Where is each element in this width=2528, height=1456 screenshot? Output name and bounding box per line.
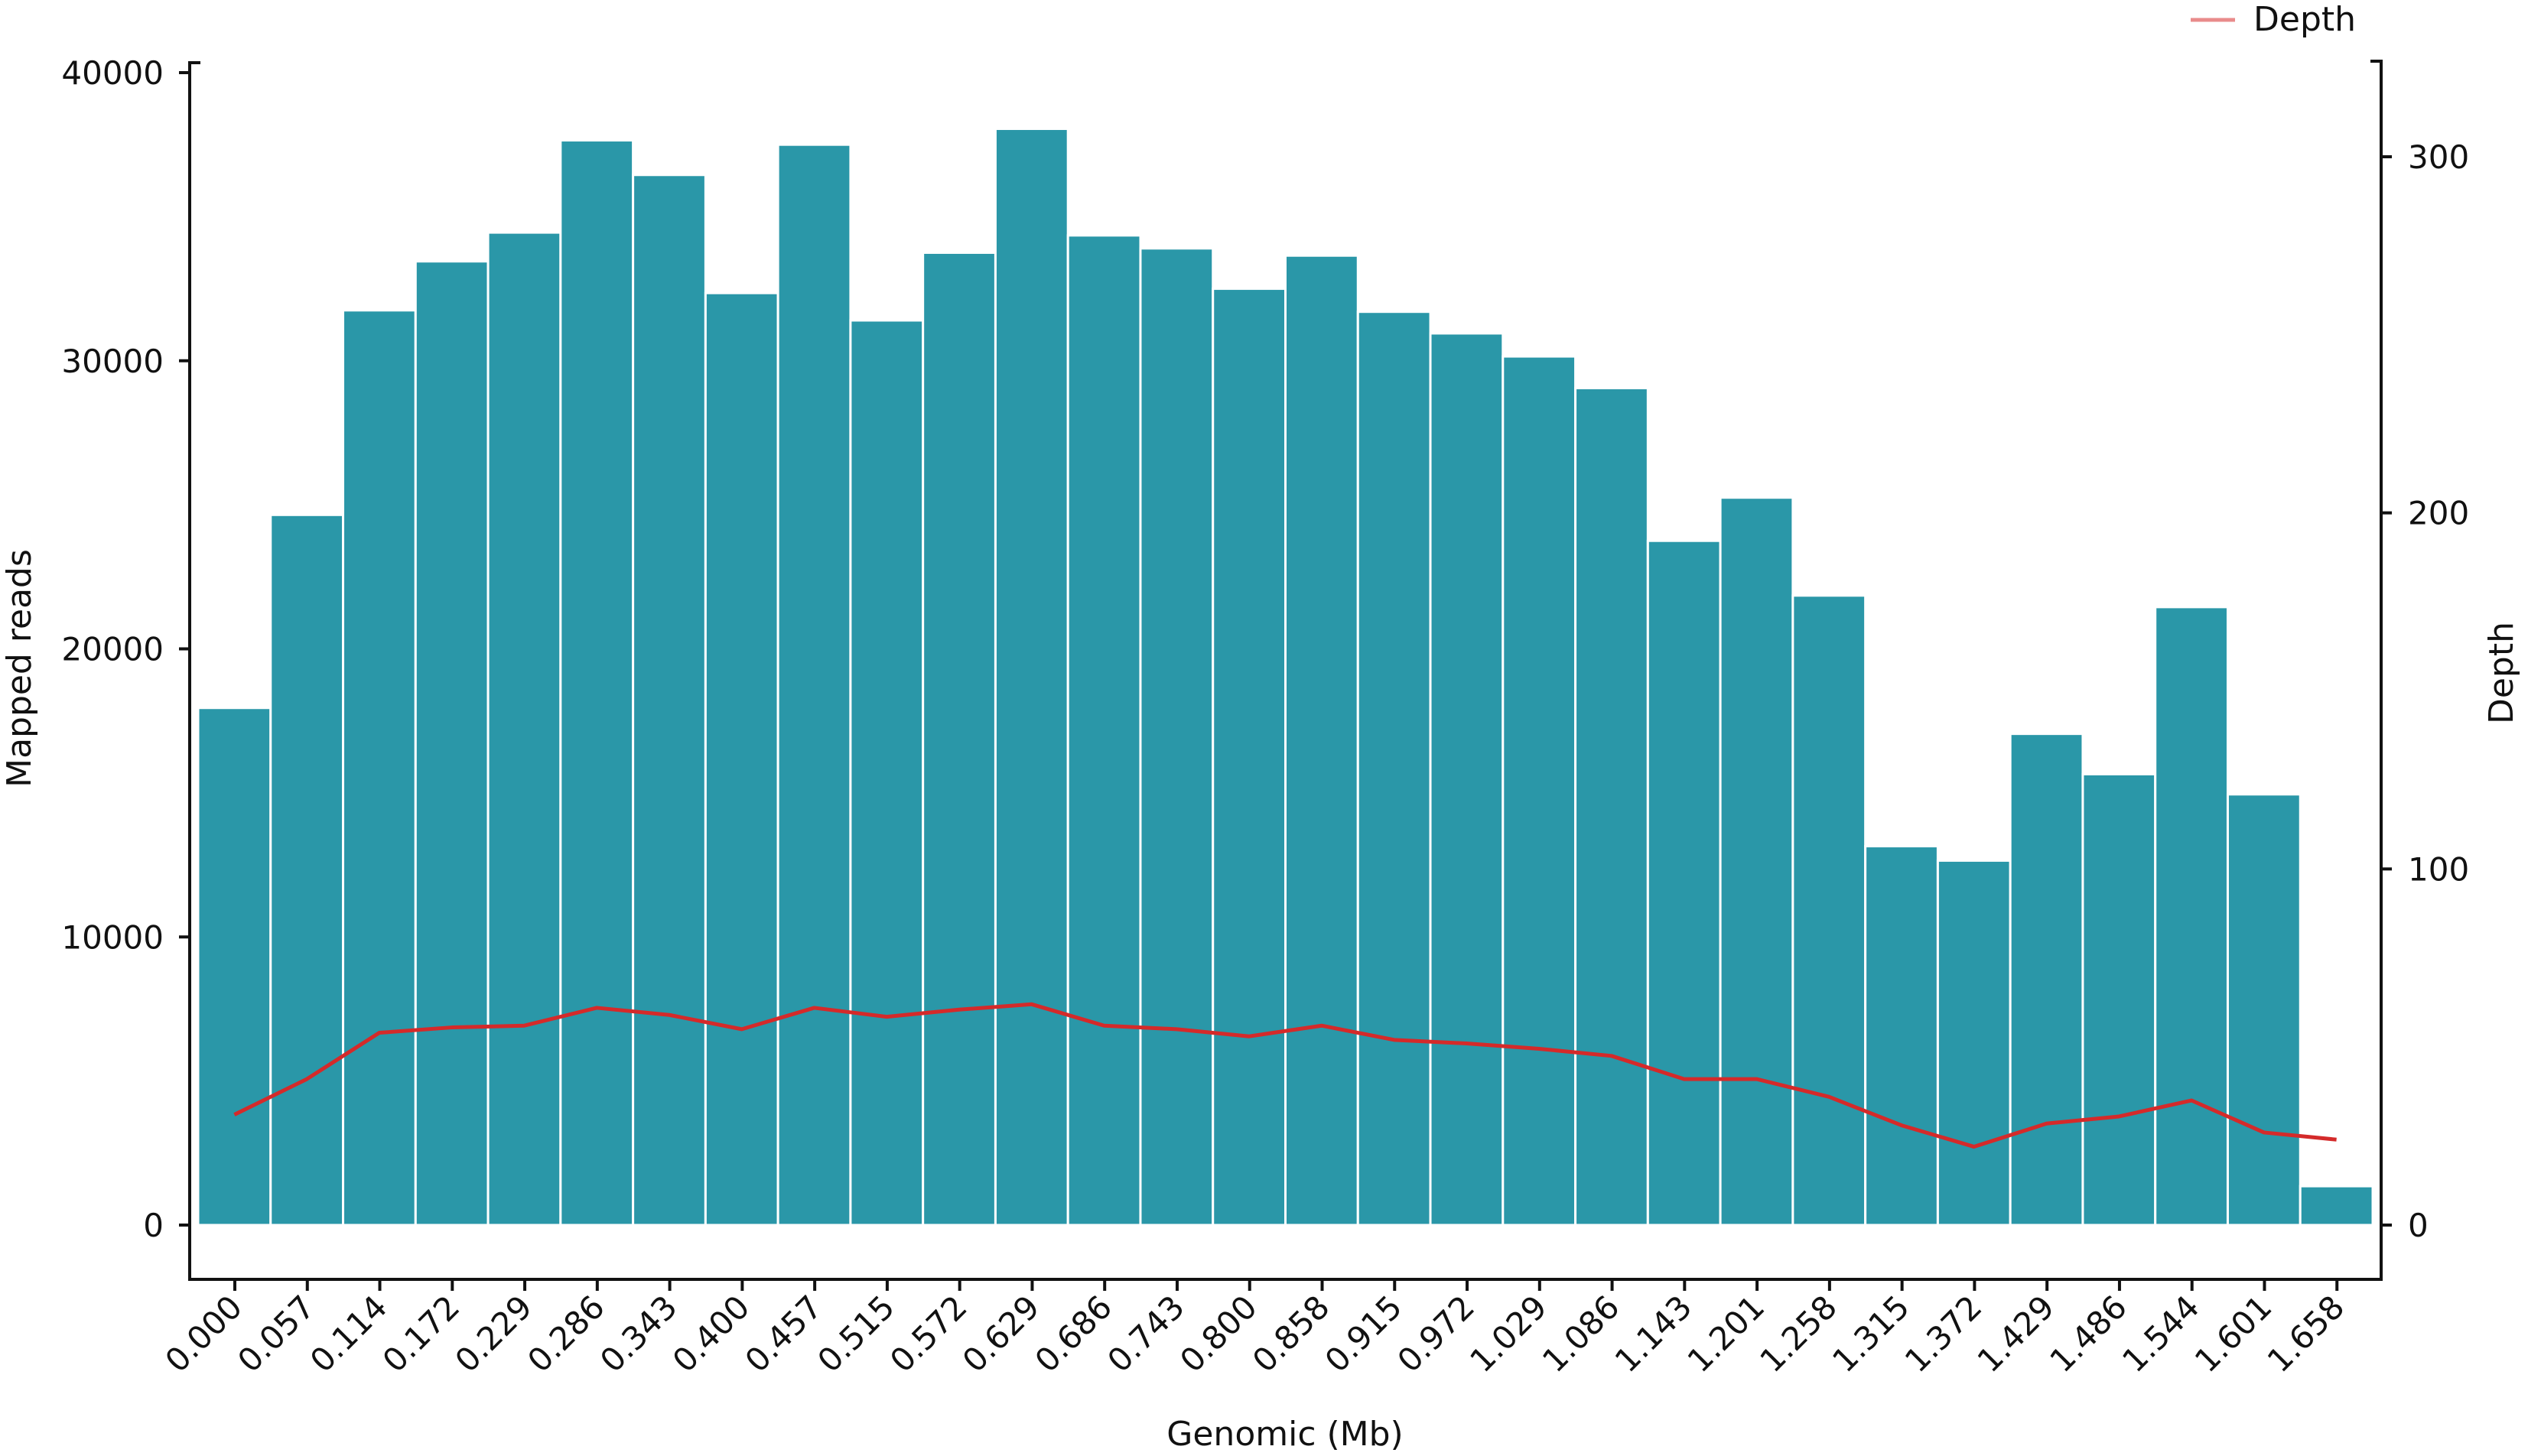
x-tick-label-23: 1.315	[1825, 1288, 1917, 1380]
bar-5	[559, 139, 635, 1227]
x-tick-label-6: 0.343	[593, 1288, 685, 1380]
depth-line-layer	[233, 1002, 2337, 1149]
x-tick-label-18: 1.029	[1462, 1288, 1554, 1380]
x-tick-label-9: 0.515	[810, 1288, 902, 1380]
bar-19	[1574, 387, 1649, 1227]
x-tick-label-19: 1.086	[1535, 1288, 1627, 1380]
bar-24	[1936, 859, 2012, 1227]
bar-3	[414, 260, 490, 1227]
x-tick-label-17: 0.972	[1390, 1288, 1482, 1380]
x-tick-label-26: 1.486	[2042, 1288, 2134, 1380]
bar-17	[1429, 332, 1505, 1227]
x-tick-label-27: 1.544	[2115, 1288, 2207, 1380]
x-tick-label-20: 1.143	[1608, 1288, 1700, 1380]
x-tick-label-5: 0.286	[520, 1288, 612, 1380]
y-tick-label-2: 20000	[61, 631, 164, 668]
bar-10	[922, 251, 997, 1227]
legend: Depth	[2191, 0, 2356, 39]
right-y-axis	[2370, 60, 2383, 1281]
x-tick-label-13: 0.743	[1100, 1288, 1192, 1380]
x-tick-label-28: 1.601	[2188, 1288, 2279, 1380]
bar-27	[2154, 606, 2229, 1227]
bar-0	[197, 707, 272, 1227]
bar-8	[776, 143, 852, 1227]
bar-15	[1284, 254, 1359, 1227]
x-tick-label-15: 0.858	[1245, 1288, 1337, 1380]
bar-1	[269, 513, 345, 1227]
bar-25	[2009, 733, 2084, 1227]
x-tick-label-16: 0.915	[1318, 1288, 1410, 1380]
bar-12	[1066, 234, 1142, 1227]
bar-21	[1719, 496, 1794, 1227]
x-tick-label-8: 0.457	[738, 1288, 830, 1380]
x-tick-label-4: 0.229	[447, 1288, 539, 1380]
x-tick-label-22: 1.258	[1752, 1288, 1844, 1380]
y2-tick-label-3: 300	[2408, 138, 2469, 176]
right-y-ticks: 0 100 200 300	[2381, 138, 2469, 1244]
x-tick-label-2: 0.114	[303, 1288, 395, 1380]
y-tick-label-1: 10000	[61, 918, 164, 956]
depth-line	[233, 1002, 2337, 1149]
bar-14	[1212, 288, 1287, 1227]
x-tick-label-3: 0.172	[376, 1288, 467, 1380]
bar-9	[849, 319, 925, 1227]
x-axis-title: Genomic (Mb)	[1166, 1415, 1403, 1454]
axes	[188, 60, 2383, 1281]
bar-20	[1646, 539, 1722, 1227]
bar-13	[1139, 247, 1215, 1227]
y2-axis-title: Depth	[2482, 622, 2521, 724]
x-tick-label-11: 0.629	[955, 1288, 1047, 1380]
legend-depth-label: Depth	[2253, 0, 2356, 39]
x-tick-label-25: 1.429	[1970, 1288, 2062, 1380]
x-tick-label-21: 1.201	[1680, 1288, 1772, 1380]
bars-layer	[197, 127, 2374, 1227]
x-tick-label-12: 0.686	[1028, 1288, 1120, 1380]
x-tick-label-0: 0.000	[158, 1288, 249, 1380]
y2-tick-label-0: 0	[2408, 1207, 2429, 1244]
left-y-ticks: 0 10000 20000 30000 40000	[61, 54, 190, 1244]
x-tick-label-1: 0.057	[230, 1288, 322, 1380]
bar-18	[1502, 355, 1577, 1227]
y2-tick-label-1: 100	[2408, 850, 2469, 888]
bar-2	[342, 309, 417, 1227]
x-tick-label-10: 0.572	[883, 1288, 974, 1380]
bar-16	[1356, 310, 1432, 1227]
bar-29	[2299, 1185, 2374, 1227]
bar-23	[1864, 845, 1939, 1227]
bar-11	[994, 127, 1069, 1227]
y-tick-label-4: 40000	[61, 54, 164, 92]
y-axis-title: Mapped reads	[0, 549, 39, 788]
bar-26	[2081, 772, 2157, 1227]
y-tick-label-3: 30000	[61, 343, 164, 380]
bar-7	[704, 291, 779, 1227]
x-tick-label-7: 0.400	[665, 1288, 757, 1380]
x-ticks: 0.0000.0570.1140.1720.2290.2860.3430.400…	[158, 1279, 2351, 1380]
bar-22	[1791, 594, 1867, 1227]
y-tick-label-0: 0	[143, 1207, 164, 1244]
x-tick-label-14: 0.800	[1173, 1288, 1264, 1380]
x-tick-label-29: 1.658	[2260, 1288, 2352, 1380]
bar-28	[2226, 793, 2302, 1227]
bar-4	[486, 231, 562, 1227]
y2-tick-label-2: 200	[2408, 495, 2469, 532]
bar-6	[632, 174, 707, 1227]
x-tick-label-24: 1.372	[1898, 1288, 1990, 1380]
